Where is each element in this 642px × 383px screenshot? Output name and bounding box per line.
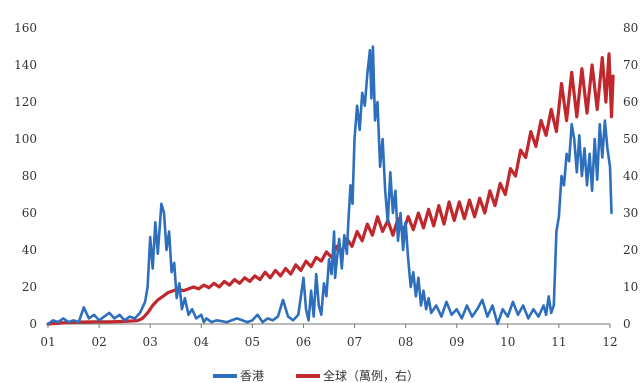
x-tick-label: 06 (296, 335, 311, 349)
right-tick-label: 80 (623, 21, 638, 35)
series-line-global (46, 52, 615, 326)
x-tick-label: 04 (194, 335, 210, 349)
left-axis-ticks: 0 20 40 60 80 100 120 140 160 (14, 21, 37, 331)
x-tick-label: 02 (91, 335, 106, 349)
right-tick-label: 50 (623, 132, 638, 146)
x-tick-label: 10 (500, 335, 515, 349)
left-tick-label: 160 (14, 21, 37, 35)
right-tick-label: 20 (623, 243, 638, 257)
right-axis-ticks: 0 10 20 30 40 50 60 70 80 (623, 21, 638, 331)
x-tick-label: 03 (143, 335, 158, 349)
series-lines (46, 45, 615, 326)
right-tick-label: 70 (623, 58, 638, 72)
x-tick-label: 05 (245, 335, 260, 349)
right-tick-label: 10 (623, 280, 638, 294)
x-tick-label: 01 (40, 335, 55, 349)
x-axis-ticks: 01 02 03 04 05 06 07 08 09 10 11 12 (40, 324, 618, 349)
legend-label-hongkong: 香港 (240, 369, 264, 383)
left-tick-label: 20 (22, 280, 37, 294)
series-line-hongkong (46, 45, 613, 326)
left-tick-label: 140 (14, 58, 37, 72)
legend: 香港 全球（萬例，右） (213, 368, 419, 383)
left-tick-label: 40 (22, 243, 37, 257)
left-tick-label: 80 (22, 169, 37, 183)
left-tick-label: 0 (29, 317, 37, 331)
x-tick-label: 12 (602, 335, 617, 349)
x-tick-label: 11 (551, 335, 566, 349)
right-tick-label: 40 (623, 169, 638, 183)
right-tick-label: 0 (623, 317, 631, 331)
x-tick-label: 07 (347, 335, 362, 349)
left-tick-label: 60 (22, 206, 37, 220)
left-tick-label: 120 (14, 95, 37, 109)
right-tick-label: 30 (623, 206, 638, 220)
left-tick-label: 100 (14, 132, 37, 146)
x-tick-label: 09 (449, 335, 464, 349)
legend-label-global: 全球（萬例，右） (323, 368, 419, 383)
x-tick-label: 08 (398, 335, 413, 349)
right-tick-label: 60 (623, 95, 638, 109)
